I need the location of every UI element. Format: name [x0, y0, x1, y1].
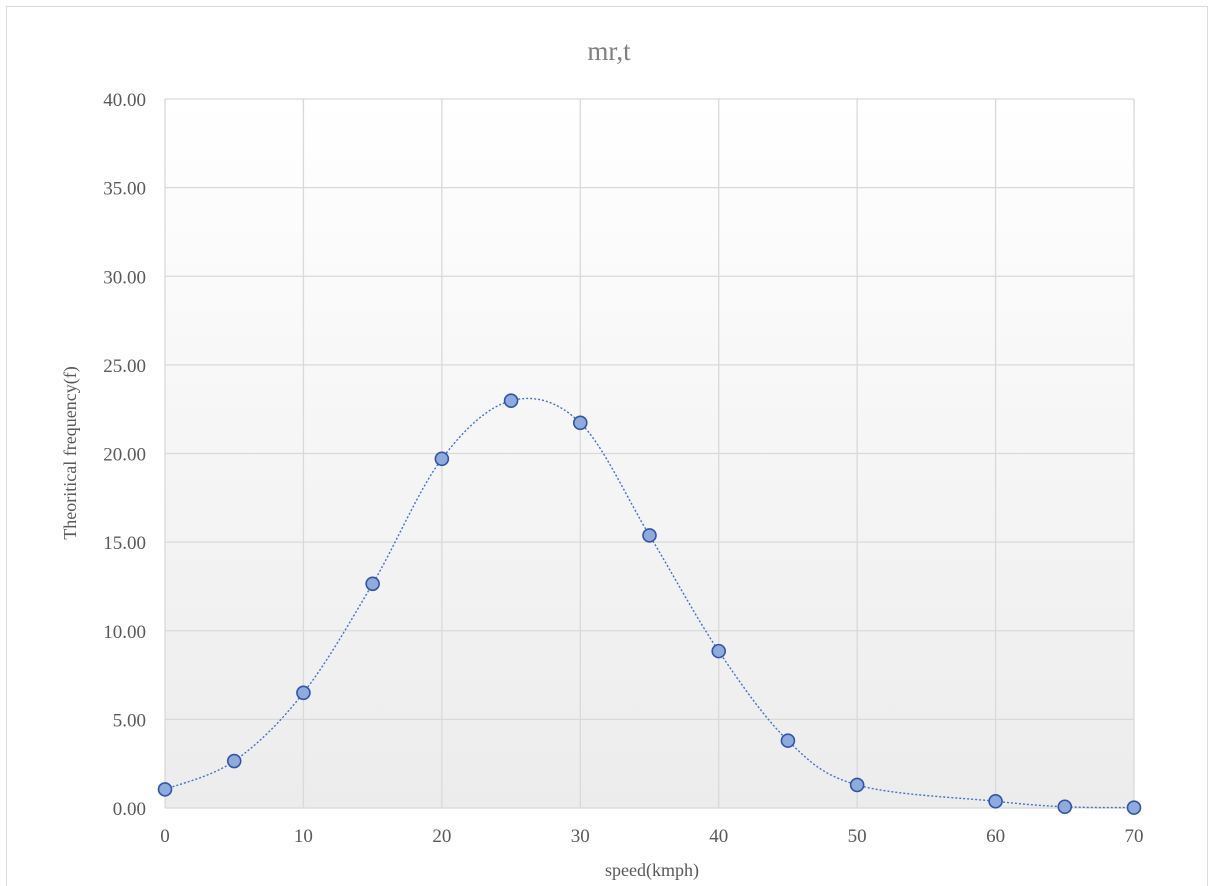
data-point — [226, 753, 242, 769]
data-point — [572, 415, 588, 431]
data-point — [157, 782, 173, 797]
x-tick-label: 70 — [1125, 826, 1144, 847]
y-tick-label: 20.00 — [103, 445, 146, 466]
data-point — [503, 393, 519, 408]
x-tick-label: 20 — [432, 826, 451, 847]
data-point — [296, 685, 311, 701]
x-tick-label: 50 — [848, 826, 867, 847]
data-point — [642, 528, 657, 543]
y-tick-label: 10.00 — [103, 622, 146, 643]
x-tick-label: 30 — [571, 826, 590, 847]
data-point — [849, 777, 865, 793]
data-point — [988, 793, 1003, 809]
data-point — [711, 643, 727, 659]
y-tick-label: 5.00 — [113, 710, 146, 731]
y-tick-label: 25.00 — [103, 356, 146, 377]
x-tick-label: 40 — [709, 826, 728, 847]
x-tick-label: 60 — [986, 826, 1005, 847]
y-tick-label: 35.00 — [103, 179, 146, 200]
data-point — [780, 733, 796, 748]
data-point — [1057, 799, 1073, 815]
data-point — [1126, 800, 1142, 815]
y-tick-label: 0.00 — [113, 799, 146, 820]
x-tick-label: 10 — [294, 826, 313, 847]
trend-line — [164, 397, 1135, 809]
data-point — [434, 451, 450, 467]
y-axis-label: Theoritical frequency(f) — [60, 366, 81, 539]
x-tick-labels: 0 10 20 30 40 50 60 70 — [160, 826, 1143, 847]
data-point — [365, 576, 380, 592]
data-points — [157, 393, 1142, 815]
y-tick-label: 15.00 — [103, 533, 146, 554]
x-axis-label: speed(kmph) — [605, 860, 699, 881]
chart-title: mr,t — [587, 36, 631, 66]
y-tick-label: 30.00 — [103, 267, 146, 288]
x-tick-label: 0 — [160, 826, 170, 847]
y-tick-labels: 0.00 5.00 10.00 15.00 20.00 25.00 30.00 35.00 40… — [103, 90, 146, 820]
y-tick-label: 40.00 — [103, 90, 146, 111]
grid-layer — [164, 98, 1135, 809]
